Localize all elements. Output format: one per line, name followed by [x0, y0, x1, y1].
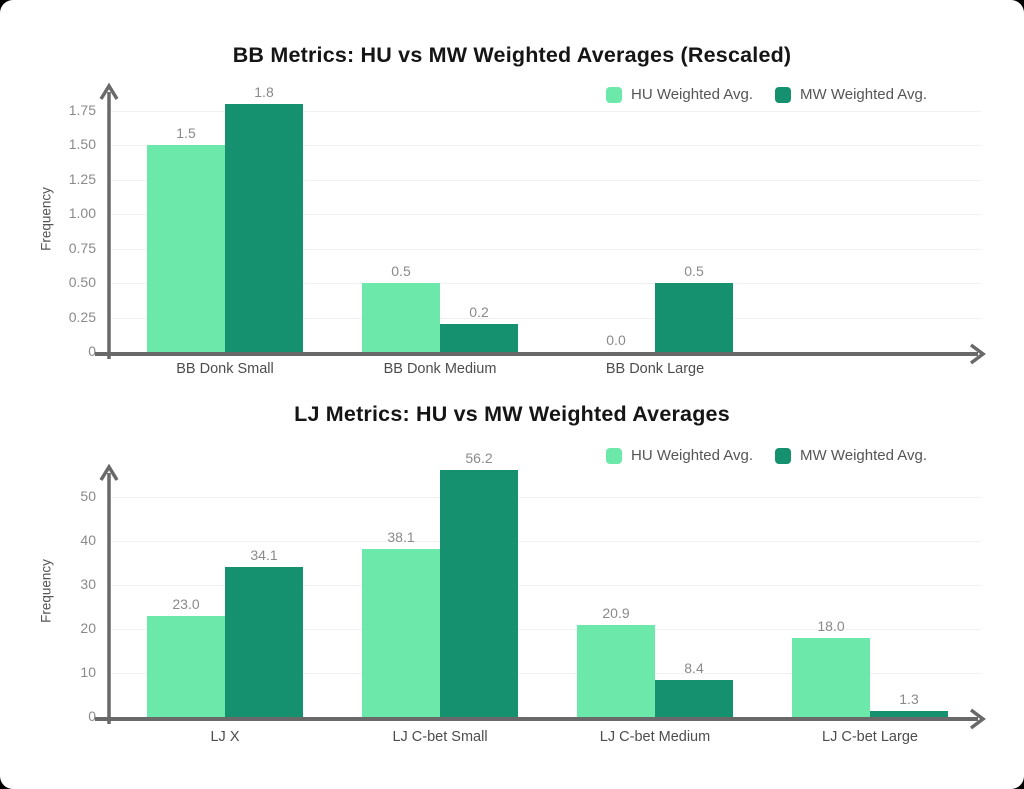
y-tick-label: 0.50	[68, 274, 96, 290]
bar-value-label: 38.1	[387, 529, 415, 545]
bar-value-label: 1.5	[176, 125, 196, 141]
category-label: BB Donk Large	[605, 361, 705, 377]
bar-hu-lj-c-bet-large	[792, 638, 870, 717]
category-label: BB Donk Medium	[383, 361, 497, 377]
bar-value-label: 0.2	[469, 304, 489, 320]
gridline	[111, 145, 981, 146]
bar-mw-lj-c-bet-medium	[655, 680, 733, 717]
legend-swatch-mw	[775, 86, 792, 103]
legend-swatch-hu	[606, 86, 622, 103]
bar-value-label: 56.2	[465, 450, 493, 466]
bar-value-label: 1.8	[254, 84, 274, 100]
bar-hu-bb-donk-medium	[362, 283, 440, 352]
y-tick-label: 1.75	[68, 102, 96, 118]
legend-bb: HU Weighted Avg. MW Weighted Avg.	[606, 86, 949, 103]
bar-value-label: 0.5	[684, 263, 704, 279]
gridline	[111, 214, 981, 215]
bar-value-label: 18.0	[817, 618, 845, 634]
bar-hu-lj-c-bet-medium	[577, 625, 655, 717]
y-tick-label: 0	[88, 343, 96, 359]
gridline	[111, 629, 981, 630]
axes	[95, 463, 986, 730]
gridline	[111, 180, 981, 181]
bar-hu-bb-donk-small	[147, 145, 225, 352]
y-tick-label: 0	[88, 708, 96, 724]
y-tick-label: 1.25	[68, 171, 96, 187]
bar-mw-bb-donk-large	[655, 283, 733, 352]
bar-value-label: 1.3	[899, 691, 919, 707]
chart-section-lj: LJ Metrics: HU vs MW Weighted Averages H…	[0, 395, 1024, 789]
category-label: LJ X	[210, 729, 240, 745]
gridline	[111, 541, 981, 542]
gridline	[111, 111, 981, 112]
category-label: BB Donk Small	[176, 361, 274, 377]
y-tick-label: 40	[80, 532, 96, 548]
gridline	[111, 249, 981, 250]
legend-lj: HU Weighted Avg. MW Weighted Avg.	[606, 447, 949, 464]
bar-value-label: 0.0	[606, 332, 626, 348]
gridline	[111, 497, 981, 498]
plot-area-bb: 0 0.25 0.50 0.75 1.00 1.25 1.50 1.75 1.5 1.8 BB Do…	[68, 82, 986, 377]
category-label: LJ C-bet Medium	[599, 729, 711, 745]
y-tick-label: 10	[80, 664, 96, 680]
y-tick-label: 30	[80, 576, 96, 592]
y-tick-label: 1.00	[68, 205, 96, 221]
y-tick-label: 1.50	[68, 136, 96, 152]
legend-label-mw: MW Weighted Avg.	[800, 447, 928, 464]
gridline	[111, 585, 981, 586]
bar-mw-lj-c-bet-small	[440, 470, 518, 717]
category-label: LJ C-bet Small	[392, 729, 488, 745]
gridline	[111, 283, 981, 284]
legend-label-hu: HU Weighted Avg.	[631, 447, 754, 464]
bar-value-label: 0.5	[391, 263, 411, 279]
y-tick-label: 0.25	[68, 309, 96, 325]
bar-mw-lj-x	[225, 567, 303, 717]
bar-value-label: 34.1	[250, 547, 278, 563]
bar-value-label: 23.0	[172, 596, 200, 612]
y-tick-label: 0.75	[68, 240, 96, 256]
y-tick-label: 20	[80, 620, 96, 636]
y-tick-label: 50	[80, 488, 96, 504]
legend-swatch-mw	[775, 447, 792, 464]
legend-label-hu: HU Weighted Avg.	[631, 86, 754, 103]
bar-value-label: 20.9	[602, 605, 630, 621]
bar-value-label: 8.4	[684, 660, 704, 676]
bar-hu-lj-c-bet-small	[362, 549, 440, 717]
gridline	[111, 318, 981, 319]
chart-section-bb: BB Metrics: HU vs MW Weighted Averages (…	[39, 43, 986, 377]
chart-title-lj: LJ Metrics: HU vs MW Weighted Averages	[294, 402, 730, 426]
bar-mw-bb-donk-small	[225, 104, 303, 352]
axes	[95, 82, 986, 365]
legend-swatch-hu	[606, 447, 622, 464]
bar-mw-lj-c-bet-large	[870, 711, 948, 717]
gridline	[111, 673, 981, 674]
bar-hu-lj-x	[147, 616, 225, 717]
chart-title-bb: BB Metrics: HU vs MW Weighted Averages (…	[232, 43, 792, 67]
bar-mw-bb-donk-medium	[440, 324, 518, 352]
plot-area-lj: 0 10 20 30 40 50 23.0 34.1 LJ X 38.1 56.2 LJ C-bet …	[0, 395, 1024, 789]
category-label: LJ C-bet Large	[822, 729, 918, 745]
legend-label-mw: MW Weighted Avg.	[800, 86, 928, 103]
